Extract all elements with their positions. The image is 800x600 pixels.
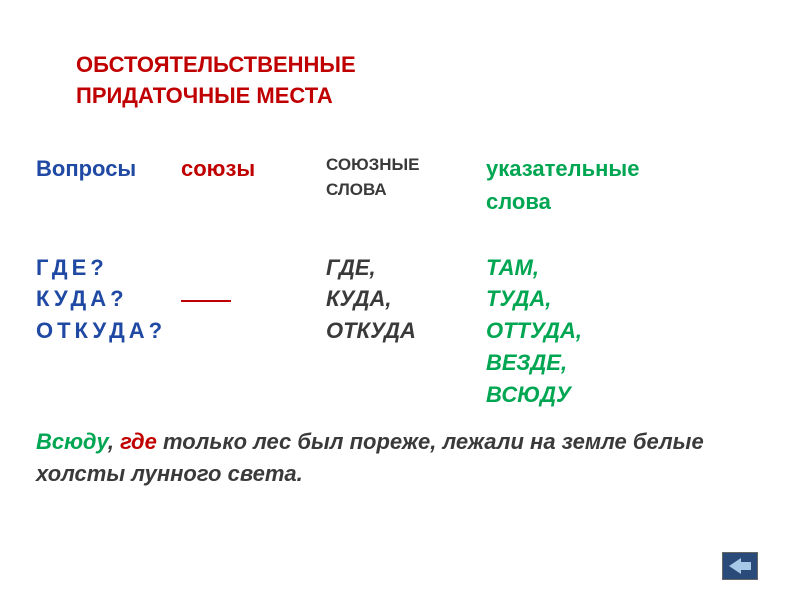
header-demon-l1: указательные: [486, 156, 639, 181]
q1: ГДЕ?: [36, 255, 108, 280]
d4: ВЕЗДЕ,: [486, 350, 567, 375]
example-word-2: где: [120, 429, 157, 454]
example-sentence: Всюду, где только лес был пореже, лежали…: [36, 426, 756, 490]
back-button[interactable]: [722, 552, 758, 580]
u3: ОТКУДА: [326, 318, 416, 343]
title-line-1: ОБСТОЯТЕЛЬСТВЕННЫЕ: [76, 52, 356, 77]
d5: ВСЮДУ: [486, 382, 571, 407]
header-conjunctions: союзы: [181, 152, 326, 218]
cell-questions: ГДЕ? КУДА? ОТКУДА?: [36, 218, 181, 411]
header-union-l1: СОЮЗНЫЕ: [326, 155, 420, 174]
content-table: Вопросы союзы СОЮЗНЫЕ СЛОВА указательные…: [36, 152, 764, 411]
cell-union-words: ГДЕ, КУДА, ОТКУДА: [326, 218, 486, 411]
header-union-words: СОЮЗНЫЕ СЛОВА: [326, 152, 486, 218]
header-demon-l2: слова: [486, 189, 551, 214]
q3: ОТКУДА?: [36, 318, 166, 343]
header-demon-words: указательные слова: [486, 152, 764, 218]
cell-conjunctions: [181, 218, 326, 411]
dash-icon: [181, 300, 231, 302]
d2: ТУДА,: [486, 286, 551, 311]
header-union-l2: СЛОВА: [326, 180, 387, 199]
arrow-left-icon: [729, 558, 751, 574]
example-word-1: Всюду: [36, 429, 108, 454]
cell-demon-words: ТАМ, ТУДА, ОТТУДА, ВЕЗДЕ, ВСЮДУ: [486, 218, 764, 411]
q2: КУДА?: [36, 286, 128, 311]
header-questions: Вопросы: [36, 152, 181, 218]
slide-title: ОБСТОЯТЕЛЬСТВЕННЫЕ ПРИДАТОЧНЫЕ МЕСТА: [76, 50, 764, 112]
example-sep1: ,: [108, 429, 120, 454]
u1: ГДЕ,: [326, 255, 376, 280]
u2: КУДА,: [326, 286, 391, 311]
d1: ТАМ,: [486, 255, 539, 280]
d3: ОТТУДА,: [486, 318, 582, 343]
title-line-2: ПРИДАТОЧНЫЕ МЕСТА: [76, 83, 333, 108]
